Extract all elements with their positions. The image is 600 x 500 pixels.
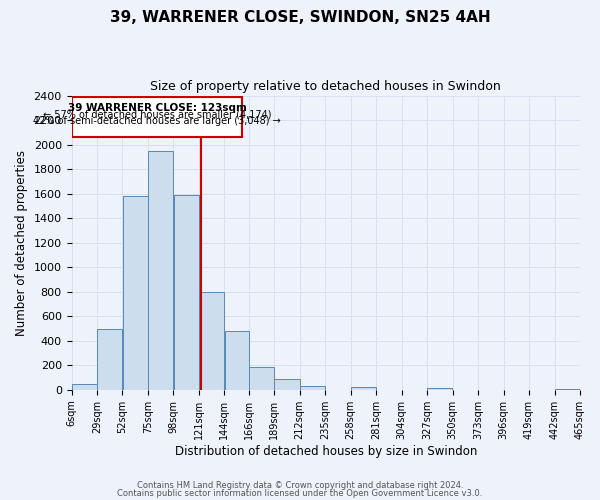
Bar — [97, 328, 122, 390]
Text: 39, WARRENER CLOSE, SWINDON, SN25 4AH: 39, WARRENER CLOSE, SWINDON, SN25 4AH — [110, 10, 490, 25]
Bar — [122, 196, 148, 390]
Bar — [554, 389, 580, 390]
Text: Contains public sector information licensed under the Open Government Licence v3: Contains public sector information licen… — [118, 488, 482, 498]
Text: ← 57% of detached houses are smaller (4,174): ← 57% of detached houses are smaller (4,… — [43, 110, 271, 120]
Text: 39 WARRENER CLOSE: 123sqm: 39 WARRENER CLOSE: 123sqm — [68, 103, 247, 113]
Bar — [351, 388, 376, 390]
Bar — [173, 195, 199, 390]
Bar — [249, 367, 274, 390]
Bar — [274, 379, 299, 390]
Bar — [71, 384, 97, 390]
Y-axis label: Number of detached properties: Number of detached properties — [15, 150, 28, 336]
X-axis label: Distribution of detached houses by size in Swindon: Distribution of detached houses by size … — [175, 444, 477, 458]
Bar — [148, 150, 173, 390]
Bar — [300, 386, 325, 390]
Bar — [72, 98, 242, 136]
Text: 42% of semi-detached houses are larger (3,048) →: 42% of semi-detached houses are larger (… — [33, 116, 281, 126]
Bar — [199, 292, 224, 390]
Text: Contains HM Land Registry data © Crown copyright and database right 2024.: Contains HM Land Registry data © Crown c… — [137, 481, 463, 490]
Title: Size of property relative to detached houses in Swindon: Size of property relative to detached ho… — [151, 80, 501, 93]
Bar — [427, 388, 452, 390]
Bar — [224, 331, 248, 390]
